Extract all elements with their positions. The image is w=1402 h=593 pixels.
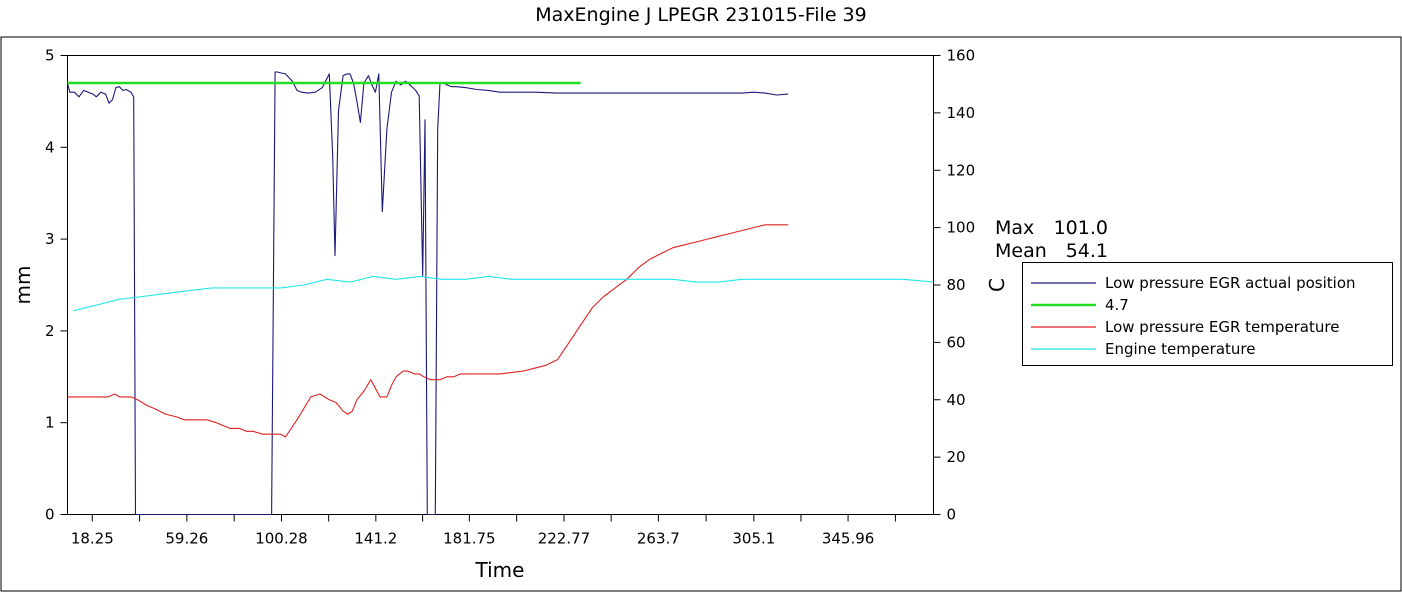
x-axis-label: Time [475,558,525,582]
y-left-tick-label: 1 [45,414,55,432]
x-tick-label: 345.96 [822,530,875,548]
stat-mean-value: 54.1 [1066,240,1108,262]
legend-entry-label: Low pressure EGR temperature [1105,318,1339,336]
x-tick-label: 263.7 [637,530,680,548]
y-right-tick-label: 20 [947,448,966,466]
x-tick-label: 141.2 [354,530,397,548]
y-left-tick-label: 4 [45,138,55,156]
y-axis-left-label: mm [11,266,35,305]
legend-frame [1022,262,1393,366]
y-left-tick-label: 5 [45,47,55,65]
y-axis-left: 0 1 2 3 4 5 [45,47,68,524]
x-tick-label: 18.25 [71,530,114,548]
legend-entry-label: 4.7 [1105,296,1129,314]
x-tick-label: 100.28 [255,530,308,548]
x-tick-label: 181.75 [443,530,496,548]
outer-frame [0,36,1402,592]
y-right-tick-label: 120 [947,161,976,179]
y-axis-right: 0 20 40 60 80 100 120 140 160 [933,47,976,524]
chart-title: MaxEngine J LPEGR 231015-File 39 [535,4,867,26]
stat-max-value: 101.0 [1054,217,1108,239]
plot-lines [66,71,934,516]
x-tick-label: 59.26 [165,530,208,548]
legend: Low pressure EGR actual position 4.7 Low p… [1022,262,1393,366]
y-right-tick-label: 160 [947,47,976,65]
legend-entry-label: Low pressure EGR actual position [1105,274,1356,292]
y-right-tick-label: 0 [947,506,957,524]
stats-box: Max 101.0 Mean 54.1 [995,217,1108,262]
y-right-tick-label: 100 [947,219,976,237]
legend-entry-label: Engine temperature [1105,340,1255,358]
y-left-tick-label: 3 [45,230,55,248]
y-axis-right-label: C [985,278,1009,292]
series-line-3 [73,275,934,312]
stat-max-label: Max [995,217,1034,239]
y-left-tick-label: 2 [45,322,55,340]
y-right-tick-label: 60 [947,333,966,351]
y-right-tick-label: 140 [947,104,976,122]
plot-area-frame [67,55,934,515]
y-left-tick-label: 0 [45,506,55,524]
stat-mean-label: Mean [995,240,1047,262]
x-axis: 18.25 59.26 100.28 141.2 181.75 222.77 263.7 30… [71,514,896,548]
series-line-2 [67,224,789,438]
y-right-tick-label: 80 [947,276,966,294]
y-right-tick-label: 40 [947,391,966,409]
x-tick-label: 305.1 [732,530,775,548]
series-line-0 [66,71,789,516]
x-tick-label: 222.77 [538,530,591,548]
